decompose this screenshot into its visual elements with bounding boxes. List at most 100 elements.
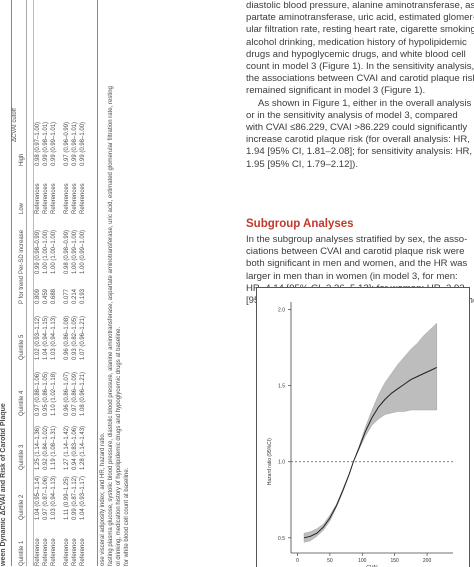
table-cell: 1.04 (0.95–1.14) [35,475,41,520]
table-cell: 0.193 [80,288,86,304]
table-cell: 1.00 (0.99–1.00) [80,229,86,274]
table-cell: References [72,183,78,214]
table-cell: 0.93 (0.82–1.05) [72,315,78,360]
table-cell: Reference [35,538,41,566]
x-tick-label: 200 [423,558,432,564]
text-line: 1.95 [95% CI, 1.79–2.12]). [246,158,359,170]
table-cell: 0.92 (0.84–1.02) [43,425,49,470]
text-line: alcohol drinking, medication history of … [246,36,467,48]
text-line: drugs and hypoglycemic drugs, and white … [246,48,466,60]
section-heading: Subgroup Analyses [246,218,354,230]
text-line: with CVAI ≤86.229, CVAI >86.229 could si… [246,122,468,134]
table-cell: Reference [64,538,70,566]
table-cell: References [80,183,86,214]
table-cell: References [43,183,49,214]
table-cell: 1.00 (1.00–1.00) [43,229,49,274]
table-cell: 0.95 (0.86–1.05) [43,371,49,416]
table-cell: 0.688 [51,288,57,304]
text-line: increase carotid plaque risk (for overal… [246,134,470,146]
text-line: both significant in men and women, and t… [246,258,468,270]
table-header-cell: Quintile 1 [19,540,25,566]
table-cell: References [51,183,57,214]
table-title: ween Dynamic ΔCVAI and Risk of Carotid P… [0,403,7,566]
table-cell: Reference [43,538,49,566]
table-cell: 0.809 [35,288,41,304]
table-cell: 0.99 (0.98–1.00) [80,121,86,166]
hazard-ratio-chart: 0.51.01.52.0050100150200CVAIHazard ratio… [267,302,453,567]
table-cell: 0.98 (0.98–0.99) [64,229,70,274]
y-tick-label: 2.0 [278,308,285,314]
table-cell: 1.28 (1.14–1.43) [80,425,86,470]
table-header-cell: Low [19,202,25,214]
table-cell: 1.10 (1.02–1.18) [51,371,57,416]
table-cell: 1.02 (0.93–1.12) [35,315,41,360]
table-header-cell: Quintile 4 [19,390,25,416]
text-line: As shown in Figure 1, either in the over… [258,97,472,109]
table-cell: 1.27 (1.14–1.42) [64,425,70,470]
hazard-ratio-line [303,366,438,539]
x-tick-label: 50 [327,558,333,564]
text-line: ciations between CVAI and carotid plaque… [246,246,465,258]
table-cell: Reference [72,538,78,566]
table-cell: 0.99 (0.99–1.01) [51,121,57,166]
table-cell: 0.97 (0.96–0.99) [64,121,70,166]
table-footnote: fasting plasma glucose, systolic blood p… [108,86,114,566]
y-tick-label: 1.0 [278,460,285,466]
text-line: or in the sensitivity analysis of model … [246,109,458,121]
table-cell: 1.00 (0.99–1.00) [72,229,78,274]
table-rotated-content: ween Dynamic ΔCVAI and Risk of Carotid P… [0,0,215,566]
table-cell: 0.99 (0.98–0.99) [35,229,41,274]
text-line: count in model 3 (Figure 1). In the sens… [246,61,474,73]
table-header-cell: Quintile 2 [19,494,25,520]
table-cell: 1.19 (1.08–1.31) [51,425,57,470]
table-cell: 0.97 (0.86–1.09) [72,371,78,416]
table-cell: 1.04 (0.94–1.15) [43,315,49,360]
table-rule [33,0,34,566]
text-line: partate aminotransferase, uric acid, est… [246,12,474,24]
group-header-cvai-cutoff: ΔCVAI cutoff [12,108,18,142]
table-cell: 0.97 (0.87–1.06) [43,475,49,520]
table-footnote: ose visceral adiposity index; and HR, ha… [100,432,106,566]
table-cell: 0.99 (0.98–1.01) [72,121,78,166]
rotated-table-page: ween Dynamic ΔCVAI and Risk of Carotid P… [0,0,215,566]
confidence-band [303,322,437,543]
table-cell: References [35,183,41,214]
table-cell: 1.00 (1.00–1.00) [51,229,57,274]
text-line: the associations between CVAI and caroti… [246,73,474,85]
text-line: 1.94 [95% CI, 1.81–2.08]; for sensitivit… [246,146,473,158]
x-tick-label: 100 [358,558,367,564]
table-header-cell: Quintile 3 [19,444,25,470]
table-footnote: ol drinking, medication history of hypol… [116,326,122,566]
table-cell: 0.96 (0.86–1.07) [64,371,70,416]
table-cell: 0.96 (0.86–1.08) [64,315,70,360]
x-tick-label: 0 [296,558,299,564]
table-cell: 0.077 [64,288,70,304]
table-cell: Reference [51,538,57,566]
table-cell: 1.07 (0.96–1.21) [80,315,86,360]
table-cell: 0.97 (0.88–1.06) [35,371,41,416]
text-line: ular filtration rate, resting heart rate… [246,24,474,36]
text-line: diastolic blood pressure, alanine aminot… [246,0,474,11]
table-cell: 0.98 (0.97–1.00) [35,121,41,166]
x-tick-label: 150 [391,558,400,564]
table-header-cell: Per-SD increase [19,229,25,274]
y-tick-label: 1.5 [278,384,285,390]
table-footnote: for white blood cell count at baseline. [124,467,130,566]
table-rule [97,0,98,566]
table-cell: 1.25 (1.14–1.36) [35,425,41,470]
y-tick-label: 0.5 [278,536,285,542]
table-cell: 0.459 [43,288,49,304]
table-cell: 0.99 (0.98–1.01) [43,121,49,166]
table-header-cell: Quintile 5 [19,334,25,360]
text-line: In the subgroup analyses stratified by s… [246,234,468,245]
table-cell: References [64,183,70,214]
table-cell: 0.99 (0.87–1.12) [72,475,78,520]
table-cell: 1.03 (0.94–1.13) [51,475,57,520]
table-cell: 1.04 (0.93–1.17) [80,475,86,520]
text-line: larger in men than in women (in model 3,… [246,270,458,282]
table-cell: 0.94 (0.83–1.06) [72,425,78,470]
table-cell: 1.03 (0.94–1.13) [51,315,57,360]
y-axis-label: Hazard ratio (95%CI) [267,438,273,485]
figure-hazard-ratio: 0.51.01.52.0050100150200CVAIHazard ratio… [256,287,470,567]
body-text-top: diastolic blood pressure, alanine aminot… [246,0,474,171]
